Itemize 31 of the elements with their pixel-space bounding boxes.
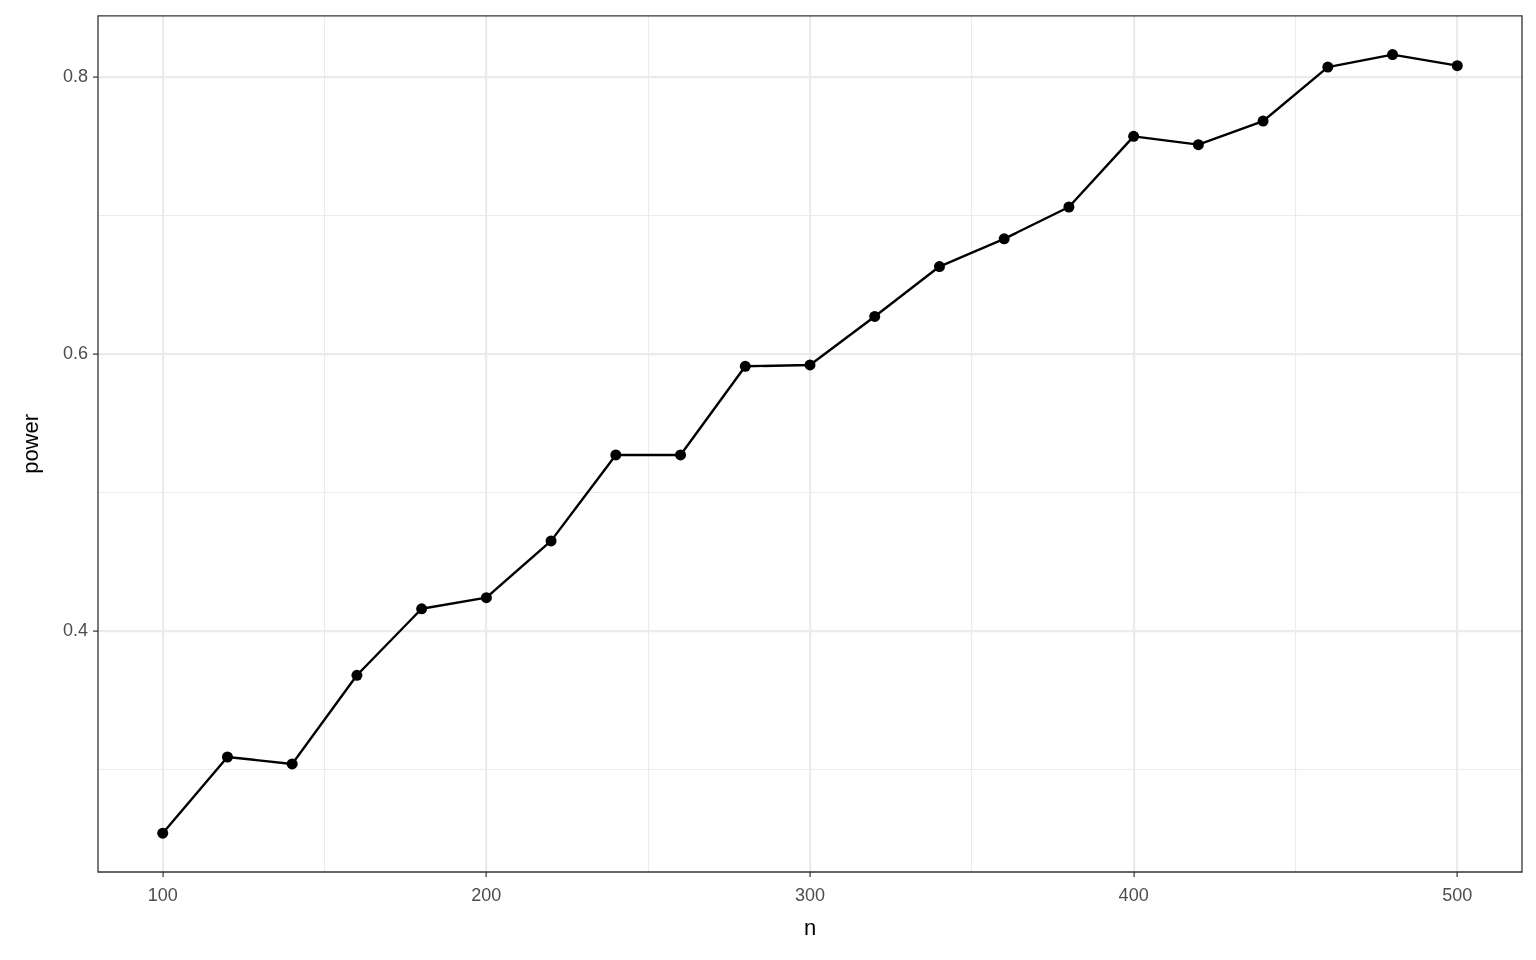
point <box>545 535 557 547</box>
point <box>480 592 492 604</box>
point <box>1192 139 1204 151</box>
y-tick-label: 0.4 <box>62 619 88 640</box>
point <box>933 261 945 273</box>
point <box>610 449 622 461</box>
y-axis-title: power <box>18 413 44 474</box>
x-axis-title: n <box>803 914 817 940</box>
point <box>739 360 751 372</box>
point <box>869 310 881 322</box>
point <box>1451 60 1463 72</box>
point <box>221 751 233 763</box>
point <box>1063 201 1075 213</box>
point <box>351 669 363 681</box>
point <box>998 233 1010 245</box>
x-tick-label: 300 <box>794 884 826 905</box>
point <box>1128 130 1140 142</box>
x-tick-label: 200 <box>471 884 502 905</box>
point <box>416 603 428 615</box>
point <box>804 359 816 371</box>
y-tick-label: 0.6 <box>62 342 88 363</box>
point <box>1387 49 1399 61</box>
point <box>157 827 169 839</box>
point <box>1257 115 1269 127</box>
y-tick-label: 0.8 <box>62 65 88 86</box>
x-tick-label: 400 <box>1118 884 1149 905</box>
x-tick-label: 500 <box>1442 884 1473 905</box>
point <box>675 449 687 461</box>
point <box>286 758 298 770</box>
point <box>1322 61 1334 73</box>
x-tick-label: 100 <box>147 884 178 905</box>
